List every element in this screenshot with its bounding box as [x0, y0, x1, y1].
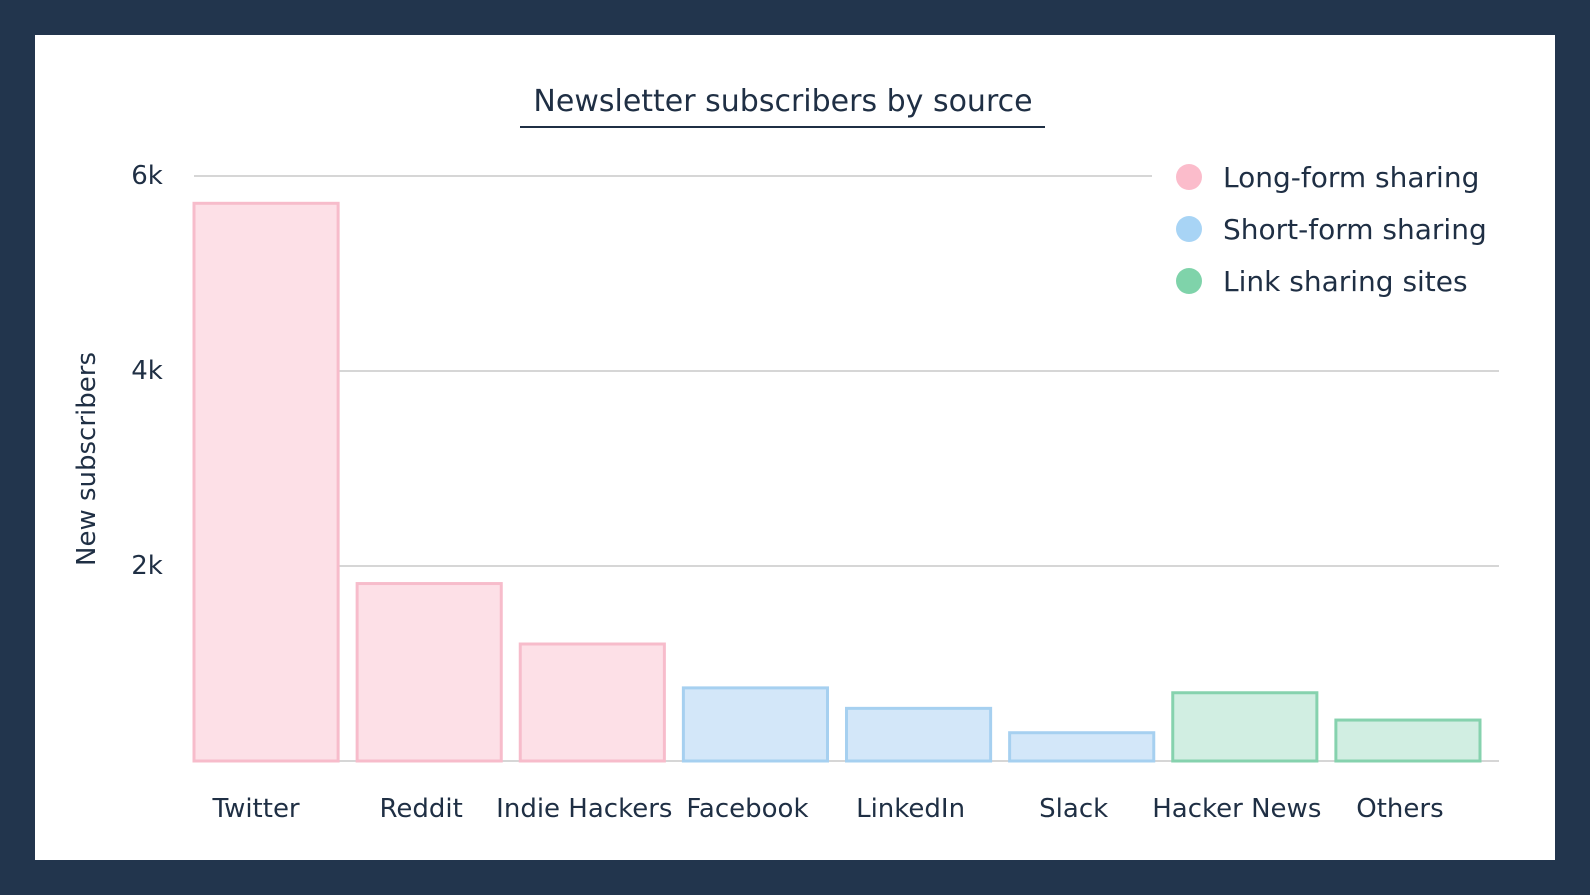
- bars: [192, 201, 1482, 763]
- bar-linkedin: [845, 706, 993, 763]
- x-tick-label: Twitter: [211, 794, 299, 824]
- y-axis-ticks: 2k 4k 6k: [131, 161, 163, 581]
- y-axis-label: New subscribers: [72, 352, 102, 566]
- bar-slack: [1008, 731, 1156, 763]
- x-tick-label: Indie Hackers: [496, 794, 672, 824]
- bar-chart: 2k 4k 6k Twitter Reddit Indie Hackers Faceboo…: [72, 84, 1499, 824]
- legend-marker: [1176, 164, 1202, 190]
- legend: Long-form sharing Short-form sharing Link …: [1176, 161, 1487, 298]
- x-tick-label: LinkedIn: [856, 794, 965, 824]
- legend-marker: [1176, 216, 1202, 242]
- x-axis-ticks: Twitter Reddit Indie Hackers Facebook Linked…: [211, 794, 1443, 824]
- legend-label: Short-form sharing: [1223, 213, 1487, 246]
- x-tick-label: Others: [1356, 794, 1443, 824]
- legend-label: Link sharing sites: [1223, 265, 1468, 298]
- bar-reddit: [355, 582, 503, 763]
- x-tick-label: Reddit: [380, 794, 463, 824]
- chart-card: 2k 4k 6k Twitter Reddit Indie Hackers Faceboo…: [35, 35, 1555, 860]
- bar-others: [1334, 718, 1482, 763]
- bar-twitter: [192, 201, 340, 763]
- x-tick-label: Facebook: [686, 794, 808, 824]
- legend-marker: [1176, 268, 1202, 294]
- y-tick-label: 6k: [131, 161, 163, 191]
- legend-label: Long-form sharing: [1223, 161, 1479, 194]
- x-tick-label: Hacker News: [1152, 794, 1321, 824]
- bar-indie-hackers: [518, 642, 666, 763]
- bar-facebook: [681, 686, 829, 763]
- x-tick-label: Slack: [1039, 794, 1108, 824]
- y-tick-label: 2k: [131, 551, 163, 581]
- chart-title: Newsletter subscribers by source: [533, 84, 1032, 119]
- y-tick-label: 4k: [131, 356, 163, 386]
- bar-hacker-news: [1171, 691, 1319, 763]
